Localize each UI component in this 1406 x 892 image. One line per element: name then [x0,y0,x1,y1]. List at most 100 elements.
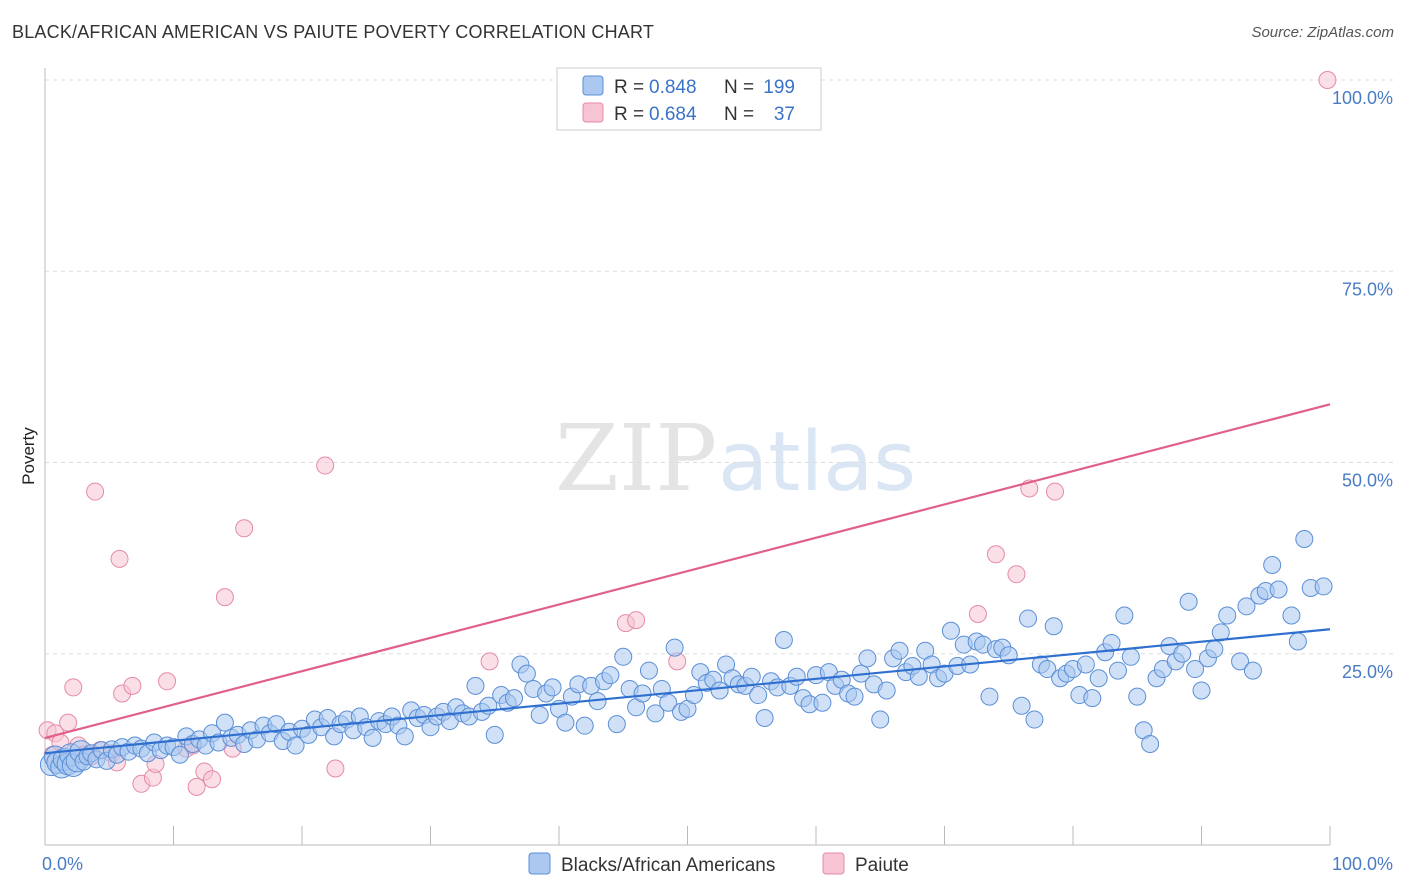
black-point [659,693,678,712]
y-tick-label-50: 50.0% [1342,471,1393,491]
black-point [774,630,793,649]
paiute-point [215,588,234,607]
chart-title: BLACK/AFRICAN AMERICAN VS PAIUTE POVERTY… [12,22,655,42]
black-trend-line [44,628,1331,755]
black-point [1141,735,1160,754]
black-point [1179,592,1198,611]
paiute-trend-line [44,403,1331,739]
black-point [614,647,633,666]
y-tick-label-100: 100.0% [1332,88,1393,108]
bottom-legend-label-blue: Blacks/African Americans [561,855,775,876]
paiute-point [480,652,499,671]
black-point [1102,634,1121,653]
black-point [710,681,729,700]
black-point [813,693,832,712]
black-point [1108,661,1127,680]
black-point [1115,606,1134,625]
paiute-point [1046,482,1065,501]
paiute-point [1007,565,1026,584]
black-point [980,687,999,706]
black-point [749,686,768,705]
black-point [543,678,562,697]
black-point [1186,660,1205,679]
black-point [1076,655,1095,674]
y-tick-labels: 25.0% 50.0% 75.0% 100.0% [1332,88,1393,682]
source-label: Source: ZipAtlas.com [1251,24,1394,41]
black-point [517,664,536,683]
black-point [466,676,485,695]
black-point [1231,652,1250,671]
black-point [877,681,896,700]
y-tick-label-25: 25.0% [1342,662,1393,682]
black-point [646,704,665,723]
black-point [286,736,305,755]
legend-box: R = 0.848 N = 199 R = 0.684 N = 37 [556,67,822,131]
paiute-point [986,545,1005,564]
paiute-point [110,549,129,568]
legend-swatch-blue [582,75,604,96]
black-point [1263,556,1282,575]
black-point [1019,609,1038,628]
legend-n-label-pink: N = [724,104,754,125]
legend-r-value-blue: 0.848 [649,77,697,98]
black-point [633,684,652,703]
black-point [601,666,620,685]
bottom-legend-label-pink: Paiute [855,855,909,876]
black-point [556,713,575,732]
black-point [890,641,909,660]
paiute-point [235,519,254,538]
black-point [742,667,761,686]
black-point [1012,696,1031,715]
legend-n-value-blue: 199 [763,77,795,98]
black-point [1044,617,1063,636]
paiute-point [1318,71,1337,89]
x-tick-label-left: 0.0% [42,854,83,874]
black-point [1205,640,1224,659]
legend-r-value-pink: 0.684 [649,104,697,125]
black-point [363,728,382,747]
black-point [755,709,774,728]
black-point [1025,710,1044,729]
paiute-point [64,678,83,697]
paiute-point [123,676,142,695]
black-point [215,713,234,732]
black-point [575,716,594,735]
black-point [1192,681,1211,700]
legend-r-label-blue: R = [614,77,644,98]
paiute-point [59,713,78,732]
black-point [941,621,960,640]
paiute-point [627,611,646,630]
black-point [1314,577,1333,596]
black-point [1089,669,1108,688]
black-point [1083,689,1102,708]
black-point [1173,644,1192,663]
black-point [1269,580,1288,599]
bottom-legend-swatch-pink [822,852,845,875]
legend-n-label-blue: N = [724,77,754,98]
black-point [871,710,890,729]
paiute-point [187,777,206,796]
black-point [639,661,658,680]
black-point [1243,661,1262,680]
y-tick-label-75: 75.0% [1342,279,1393,299]
paiute-point [326,759,345,778]
black-point [1128,687,1147,706]
black-point [485,725,504,744]
black-point [530,705,549,724]
paiute-point [203,770,222,789]
x-tick-marks [44,826,1331,845]
black-point [1295,530,1314,548]
legend-swatch-pink [582,102,604,123]
grid-lines [45,79,1393,655]
bottom-legend-swatch-blue [528,852,551,875]
paiute-point [86,482,105,501]
black-point [858,649,877,668]
black-point [395,727,414,746]
black-point [1237,597,1256,616]
black-point [1282,606,1301,625]
black-point [665,638,684,657]
black-point [1288,632,1307,651]
black-point [909,667,928,686]
black-point [170,745,189,764]
